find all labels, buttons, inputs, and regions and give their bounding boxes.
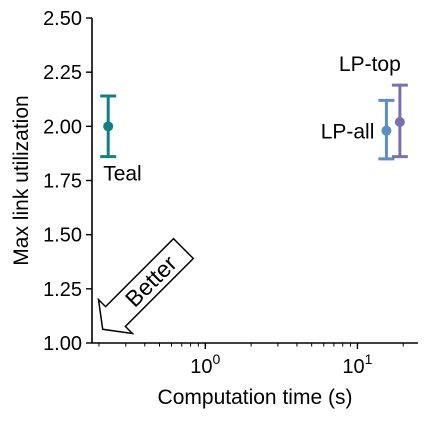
x-tick-label: 101 — [342, 351, 372, 378]
y-tick-label: 1.75 — [43, 171, 82, 193]
y-tick-label: 2.25 — [43, 62, 82, 84]
y-axis-label: Max link utilization — [10, 95, 33, 265]
y-tick-label: 2.00 — [43, 116, 82, 138]
better-arrow — [97, 237, 195, 335]
x-tick-label: 100 — [190, 351, 220, 378]
point-label: LP-top — [339, 53, 401, 76]
x-ticks: 100 101 — [98, 343, 404, 378]
x-axis-label: Computation time (s) — [158, 386, 353, 409]
point-label: Teal — [103, 163, 142, 186]
point-label: LP-all — [321, 121, 375, 144]
point-lp-all: LP-all — [321, 98, 395, 161]
better-annotation: Better — [97, 237, 195, 335]
point-lp-top: LP-top — [339, 53, 408, 159]
y-ticks: 1.00 1.25 1.50 1.75 2.00 2.25 2.50 — [43, 8, 92, 355]
data-points: Teal LP-all LP-top — [100, 53, 408, 186]
point-teal: Teal — [100, 94, 142, 186]
y-tick-label: 1.25 — [43, 279, 82, 301]
marker — [103, 121, 114, 132]
marker — [394, 117, 405, 127]
y-tick-label: 1.00 — [43, 333, 82, 355]
y-tick-label: 2.50 — [43, 8, 82, 30]
y-tick-label: 1.50 — [43, 225, 82, 247]
marker — [381, 125, 392, 136]
